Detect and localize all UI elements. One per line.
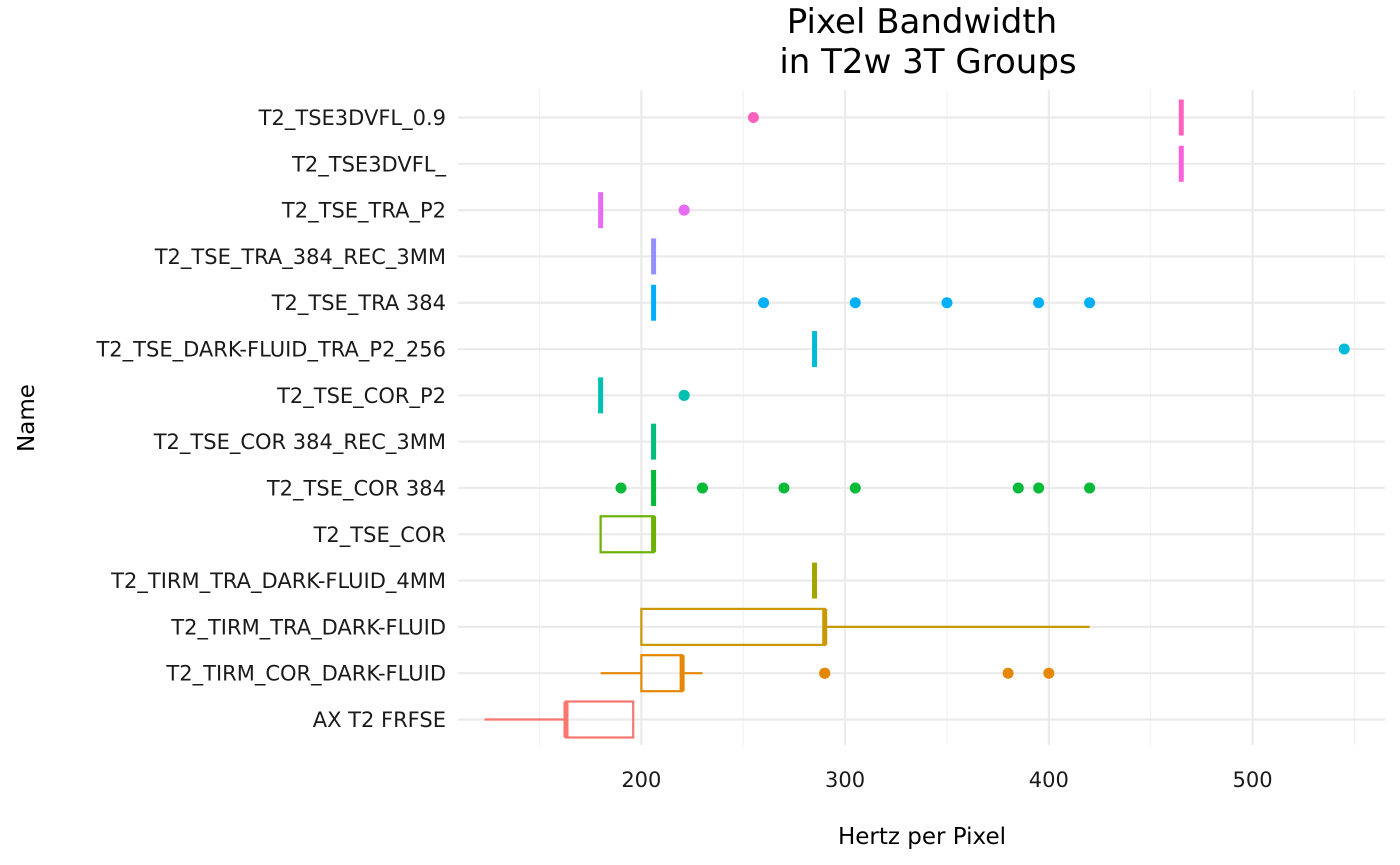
outlier-point bbox=[1002, 667, 1014, 679]
outlier-point bbox=[1033, 482, 1045, 494]
box-group bbox=[598, 192, 690, 229]
y-tick-label: T2_TIRM_TRA_DARK-FLUID bbox=[170, 615, 446, 640]
outlier-point bbox=[747, 112, 759, 123]
outlier-point bbox=[819, 667, 831, 679]
outlier-point bbox=[1012, 482, 1024, 494]
box-group bbox=[640, 607, 1090, 646]
outlier-point bbox=[678, 389, 690, 401]
y-tick-label: T2_TSE_COR bbox=[313, 523, 446, 548]
outlier-point bbox=[1084, 297, 1096, 309]
outlier-point bbox=[696, 482, 708, 494]
chart-title-line-1: Pixel Bandwidth bbox=[787, 2, 1057, 42]
x-tick-label: 300 bbox=[825, 768, 865, 792]
y-tick-label: T2_TSE_DARK-FLUID_TRA_P2_256 bbox=[95, 338, 446, 363]
x-tick-labels: 200 300 400 500 bbox=[621, 768, 1272, 792]
y-tick-label: T2_TIRM_TRA_DARK-FLUID_4MM bbox=[110, 569, 446, 594]
box-group bbox=[600, 654, 1055, 693]
outlier-point bbox=[1043, 667, 1055, 679]
box-group bbox=[812, 331, 1350, 368]
minor-gridlines bbox=[538, 90, 1356, 745]
chart-title-line-2: in T2w 3T Groups bbox=[779, 42, 1076, 82]
outlier-point bbox=[849, 297, 861, 309]
outlier-point bbox=[778, 482, 790, 494]
y-tick-label: T2_TSE_COR 384_REC_3MM bbox=[153, 430, 446, 455]
box-group bbox=[615, 469, 1096, 506]
x-tick-label: 500 bbox=[1233, 768, 1273, 792]
box-group bbox=[484, 700, 635, 739]
box-group bbox=[599, 515, 657, 554]
y-tick-label: T2_TSE_TRA_384_REC_3MM bbox=[154, 245, 446, 270]
x-tick-label: 200 bbox=[621, 768, 661, 792]
box-group bbox=[598, 377, 690, 414]
y-tick-label: T2_TSE3DVFL_ bbox=[291, 152, 446, 177]
x-tick-label: 400 bbox=[1029, 768, 1069, 792]
box-group bbox=[651, 284, 1096, 321]
outlier-point bbox=[678, 204, 690, 216]
outlier-point bbox=[1033, 297, 1045, 309]
y-tick-label: T2_TSE3DVFL_0.9 bbox=[258, 106, 446, 131]
outlier-point bbox=[1084, 482, 1096, 494]
outlier-point bbox=[941, 297, 953, 309]
y-axis-title: Name bbox=[14, 384, 40, 452]
outlier-point bbox=[615, 482, 627, 494]
y-tick-label: T2_TSE_TRA_P2 bbox=[281, 199, 446, 224]
y-tick-labels: AX T2 FRFSE T2_TIRM_COR_DARK-FLUID T2_TIRM… bbox=[95, 106, 446, 732]
y-tick-label: T2_TSE_COR 384 bbox=[266, 476, 446, 501]
box-marks bbox=[484, 99, 1350, 739]
outlier-point bbox=[758, 297, 770, 309]
y-tick-label: T2_TSE_COR_P2 bbox=[276, 384, 446, 409]
y-tick-label: T2_TIRM_COR_DARK-FLUID bbox=[165, 662, 446, 687]
y-tick-label: T2_TSE_TRA 384 bbox=[271, 291, 446, 316]
y-tick-label: AX T2 FRFSE bbox=[313, 708, 446, 732]
outlier-point bbox=[849, 482, 861, 494]
box-group bbox=[747, 99, 1184, 136]
outlier-point bbox=[1338, 343, 1350, 355]
major-gridlines bbox=[458, 90, 1385, 745]
x-axis-title: Hertz per Pixel bbox=[838, 824, 1006, 850]
